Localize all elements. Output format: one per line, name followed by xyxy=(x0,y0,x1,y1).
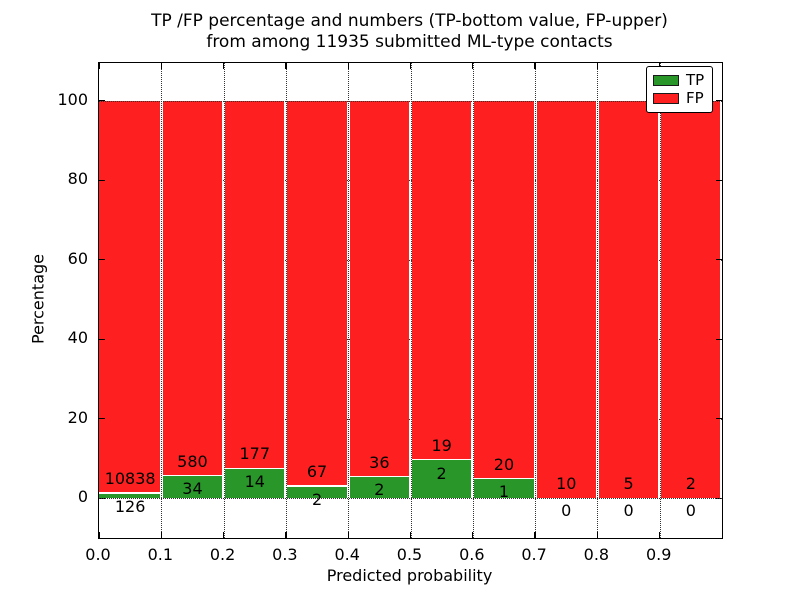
bar-fp-segment xyxy=(598,100,659,499)
tp-legend-swatch-icon xyxy=(653,74,679,86)
x-tick-mark xyxy=(98,532,100,538)
bar-tp-count-label: 126 xyxy=(114,496,146,516)
chart-title: TP /FP percentage and numbers (TP-bottom… xyxy=(98,11,721,53)
y-tick-label: 20 xyxy=(67,407,88,427)
legend-label-tp: TP xyxy=(686,70,705,89)
x-tick-mark xyxy=(222,63,225,69)
x-tick-mark xyxy=(472,63,474,69)
plot-area: 10838 126 580 34 177 14 67 2 36 2 19 2 20 1 10 0 5 0 2 0 xyxy=(98,62,723,539)
y-tick-mark xyxy=(99,418,105,420)
x-tick-mark xyxy=(409,63,412,69)
y-tick-label: 100 xyxy=(57,89,88,109)
y-tick-mark xyxy=(99,338,105,340)
y-tick-mark xyxy=(99,179,105,181)
x-tick-mark xyxy=(409,532,412,538)
legend-item-tp: TP xyxy=(653,70,706,89)
x-tick-mark xyxy=(534,63,536,69)
x-tick-mark xyxy=(98,63,100,69)
bar-tp-segment xyxy=(99,493,160,499)
y-tick-label: 80 xyxy=(67,169,88,189)
x-tick-mark xyxy=(285,532,287,538)
bar-fp-segment xyxy=(162,100,223,475)
x-tick-mark xyxy=(659,532,661,538)
x-tick-label: 0.7 xyxy=(521,545,547,564)
x-tick-mark xyxy=(285,63,287,69)
y-tick-label: 40 xyxy=(67,328,88,348)
fp-legend-swatch-icon xyxy=(653,93,679,105)
bar-tp-count-label: 0 xyxy=(623,501,634,521)
h-gridline-overlay xyxy=(99,498,722,500)
x-axis-label: Predicted probability xyxy=(326,566,493,585)
x-tick-mark xyxy=(347,63,349,69)
x-tick-mark xyxy=(596,532,599,538)
x-tick-mark xyxy=(472,532,474,538)
chart-title-line2: from among 11935 submitted ML-type conta… xyxy=(206,32,613,52)
x-tick-label: 0.0 xyxy=(85,545,111,564)
y-tick-mark xyxy=(99,497,105,499)
x-tick-label: 0.8 xyxy=(583,545,610,564)
x-tick-mark xyxy=(534,532,536,538)
x-tick-label: 0.4 xyxy=(334,545,360,564)
bar-fp-segment xyxy=(661,100,721,499)
y-tick-mark xyxy=(716,259,722,261)
x-tick-label: 0.3 xyxy=(272,545,298,564)
bar-tp-count-label: 0 xyxy=(685,501,696,521)
bar-fp-segment xyxy=(474,100,534,478)
bar-tp-count-label: 0 xyxy=(561,501,572,521)
bar-fp-segment xyxy=(225,100,285,468)
bar-tp-segment xyxy=(349,477,409,499)
y-tick-mark xyxy=(716,100,722,102)
y-tick-label: 60 xyxy=(67,248,88,268)
y-tick-mark xyxy=(716,179,722,181)
x-tick-label: 0.9 xyxy=(645,545,672,564)
bar-fp-segment xyxy=(287,100,347,486)
legend: TP FP xyxy=(646,66,713,113)
y-tick-mark xyxy=(716,497,722,499)
bar-fp-segment xyxy=(349,100,409,476)
bar-tp-segment xyxy=(287,486,347,499)
y-tick-label: 0 xyxy=(77,487,88,507)
x-tick-mark xyxy=(222,532,225,538)
legend-item-fp: FP xyxy=(653,91,706,106)
chart-title-line1: TP /FP percentage and numbers (TP-bottom… xyxy=(151,11,668,31)
y-tick-mark xyxy=(716,418,722,420)
x-tick-label: 0.2 xyxy=(209,545,236,564)
y-tick-mark xyxy=(99,259,105,261)
x-tick-mark xyxy=(160,532,162,538)
x-tick-label: 0.6 xyxy=(459,545,485,564)
h-gridline xyxy=(99,498,722,500)
bar-tp-segment xyxy=(412,460,472,499)
x-tick-mark xyxy=(596,63,599,69)
bar-fp-segment xyxy=(412,100,472,459)
legend-label-fp: FP xyxy=(686,89,704,108)
bar-fp-segment xyxy=(99,100,160,493)
x-tick-label: 0.5 xyxy=(396,545,423,564)
bar-tp-segment xyxy=(474,479,534,499)
bar-fp-segment xyxy=(536,100,596,499)
y-tick-mark xyxy=(716,338,722,340)
bar-tp-segment xyxy=(225,469,285,499)
y-tick-mark xyxy=(99,100,105,102)
x-tick-label: 0.1 xyxy=(147,545,174,564)
x-tick-mark xyxy=(160,63,162,69)
bar-tp-segment xyxy=(162,476,223,499)
x-tick-mark xyxy=(347,532,349,538)
